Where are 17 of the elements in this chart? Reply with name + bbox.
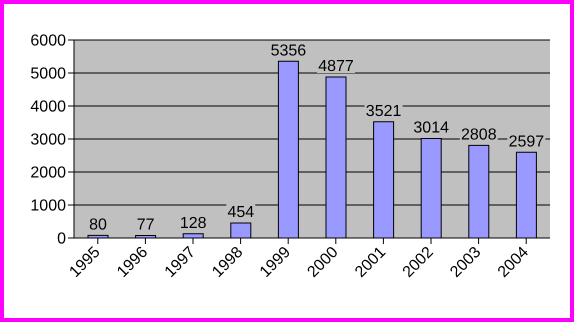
y-tick-label: 5000	[30, 66, 66, 83]
y-tick-label: 6000	[30, 32, 66, 50]
data-label: 128	[180, 214, 207, 232]
data-label: 5356	[270, 42, 306, 60]
data-label: 454	[227, 204, 254, 222]
data-label: 77	[136, 216, 155, 234]
y-tick-label: 3000	[30, 132, 66, 149]
data-label: 4877	[318, 58, 354, 76]
y-tick-label: 0	[57, 230, 66, 248]
data-label: 2808	[461, 126, 497, 144]
y-tick-label: 4000	[30, 98, 66, 116]
data-label: 3014	[413, 120, 450, 137]
data-label: 80	[89, 216, 107, 234]
data-label: 2597	[508, 133, 544, 150]
data-label: 3521	[366, 102, 402, 120]
y-tick-label: 2000	[30, 164, 66, 182]
y-tick-label: 1000	[30, 198, 66, 215]
